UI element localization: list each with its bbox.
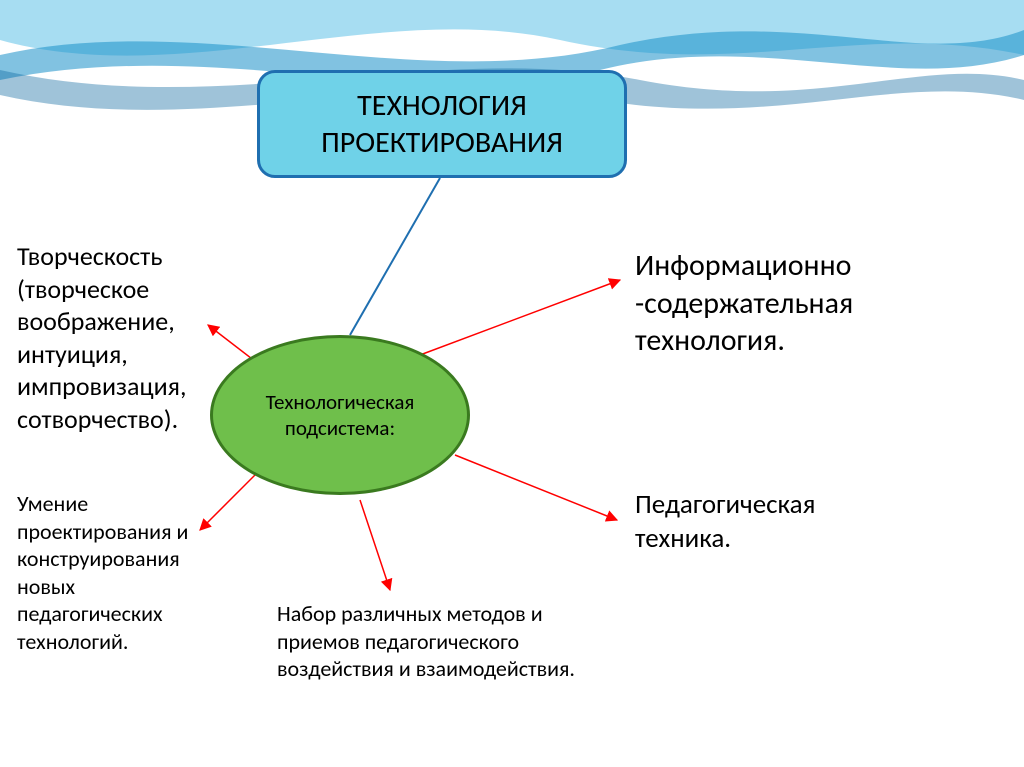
title-box: ТЕХНОЛОГИЯ ПРОЕКТИРОВАНИЯ xyxy=(257,70,627,178)
label-design-skill: Умение проектирования и конструирования … xyxy=(17,490,267,655)
title-text: ТЕХНОЛОГИЯ ПРОЕКТИРОВАНИЯ xyxy=(321,87,563,161)
label-creativity: Творческость (творческое воображение, ин… xyxy=(17,240,247,435)
label-info-content: Информационно -содержательная технология… xyxy=(635,247,1015,360)
ellipse-text: Технологическая подсистема: xyxy=(266,389,415,441)
label-ped-technique: Педагогическая техника. xyxy=(635,488,955,556)
center-ellipse: Технологическая подсистема: xyxy=(210,335,470,495)
arrow-3 xyxy=(360,500,390,590)
arrow-1 xyxy=(420,280,620,355)
stem-connector xyxy=(350,178,440,335)
label-methods-set: Набор различных методов и приемов педаго… xyxy=(277,600,677,683)
wave-path-1 xyxy=(0,0,1024,56)
arrow-2 xyxy=(455,455,617,520)
